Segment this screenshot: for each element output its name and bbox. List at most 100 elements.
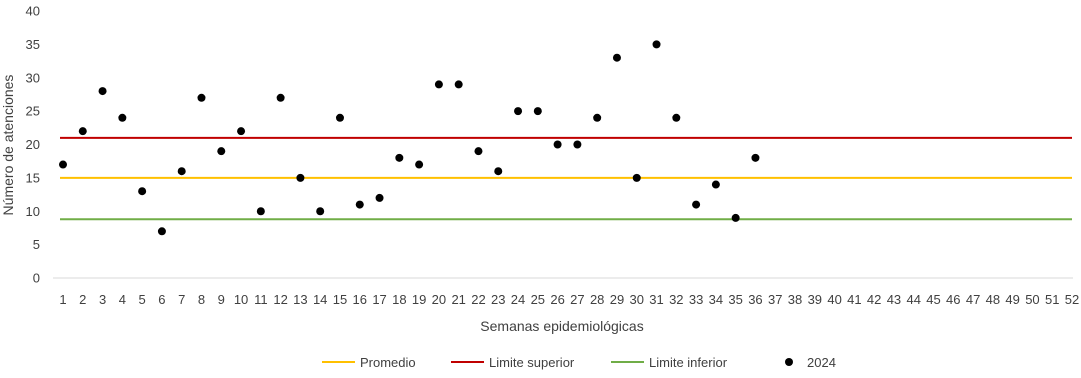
y-tick-label: 30	[26, 70, 40, 85]
data-point	[276, 93, 285, 102]
x-tick-label: 29	[610, 292, 624, 307]
data-point	[138, 187, 147, 196]
x-tick-label: 50	[1025, 292, 1039, 307]
x-tick-label: 7	[178, 292, 185, 307]
data-point	[612, 53, 621, 62]
data-point	[217, 147, 226, 156]
data-point	[514, 107, 523, 116]
data-point	[573, 140, 582, 149]
data-point	[474, 147, 483, 156]
data-point	[652, 40, 661, 49]
data-point	[632, 173, 641, 182]
x-tick-label: 52	[1065, 292, 1079, 307]
x-tick-label: 30	[630, 292, 644, 307]
legend-label-limite-superior: Limite superior	[489, 355, 575, 370]
x-tick-label: 16	[353, 292, 367, 307]
data-point	[355, 200, 364, 209]
legend-swatch-2024	[785, 358, 793, 366]
data-point	[59, 160, 67, 169]
x-tick-label: 8	[198, 292, 205, 307]
data-point	[593, 113, 602, 122]
data-point	[237, 127, 246, 136]
x-tick-label: 45	[926, 292, 940, 307]
x-tick-label: 42	[867, 292, 881, 307]
data-point	[731, 213, 740, 222]
y-tick-label: 40	[26, 4, 40, 19]
data-point	[157, 227, 166, 236]
x-tick-label: 36	[748, 292, 762, 307]
x-tick-label: 15	[333, 292, 347, 307]
x-tick-label: 25	[531, 292, 545, 307]
x-tick-label: 33	[689, 292, 703, 307]
x-tick-label: 11	[254, 292, 268, 307]
data-point	[177, 167, 186, 176]
x-tick-label: 37	[768, 292, 782, 307]
data-point	[118, 113, 127, 122]
x-tick-label: 46	[946, 292, 960, 307]
x-tick-label: 17	[372, 292, 386, 307]
data-point	[751, 153, 760, 162]
data-point	[415, 160, 424, 169]
y-tick-label: 20	[26, 137, 40, 152]
y-axis-ticks: 0 5 10 15 20 25 30 35 40	[26, 4, 40, 286]
data-point	[98, 87, 107, 96]
data-point	[672, 113, 681, 122]
x-tick-label: 49	[1005, 292, 1019, 307]
x-tick-label: 9	[218, 292, 225, 307]
data-point	[553, 140, 562, 149]
x-tick-label: 10	[234, 292, 248, 307]
data-point	[692, 200, 701, 209]
scatter-points	[59, 40, 760, 236]
data-point	[256, 207, 265, 216]
y-tick-label: 5	[33, 237, 40, 252]
x-tick-label: 31	[649, 292, 663, 307]
y-axis-title: Número de atenciones	[0, 75, 16, 216]
x-tick-label: 13	[293, 292, 307, 307]
data-point	[296, 173, 305, 182]
x-axis-ticks: 1 2 3 4 5 6 7 8 9 10 11 12 13 14 15 16 17 18 19 20 21 22 23 24 2…	[59, 292, 1079, 307]
x-tick-label: 28	[590, 292, 604, 307]
x-tick-label: 19	[412, 292, 426, 307]
data-point	[316, 207, 325, 216]
x-tick-label: 6	[158, 292, 165, 307]
legend-label-2024: 2024	[807, 355, 836, 370]
data-point	[335, 113, 344, 122]
x-tick-label: 24	[511, 292, 525, 307]
legend: Promedio Limite superior Limite inferior 20…	[322, 355, 836, 370]
x-tick-label: 22	[471, 292, 485, 307]
data-point	[711, 180, 720, 189]
x-tick-label: 43	[887, 292, 901, 307]
data-point	[197, 93, 206, 102]
x-tick-label: 12	[273, 292, 287, 307]
data-point	[494, 167, 503, 176]
data-point	[78, 127, 87, 136]
y-tick-label: 25	[26, 104, 40, 119]
x-tick-label: 48	[986, 292, 1000, 307]
y-tick-label: 35	[26, 37, 40, 52]
y-tick-label: 15	[26, 170, 40, 185]
x-tick-label: 5	[139, 292, 146, 307]
x-tick-label: 18	[392, 292, 406, 307]
x-tick-label: 26	[550, 292, 564, 307]
x-tick-label: 44	[906, 292, 920, 307]
x-tick-label: 41	[847, 292, 861, 307]
x-tick-label: 38	[788, 292, 802, 307]
reference-lines	[60, 136, 1072, 221]
legend-label-promedio: Promedio	[360, 355, 416, 370]
x-tick-label: 3	[99, 292, 106, 307]
x-tick-label: 23	[491, 292, 505, 307]
x-tick-label: 32	[669, 292, 683, 307]
x-tick-label: 2	[79, 292, 86, 307]
x-tick-label: 20	[432, 292, 446, 307]
data-point	[454, 80, 463, 89]
x-tick-label: 1	[59, 292, 66, 307]
x-tick-label: 51	[1045, 292, 1059, 307]
x-tick-label: 14	[313, 292, 327, 307]
x-axis-title: Semanas epidemiológicas	[480, 318, 643, 334]
x-tick-label: 47	[966, 292, 980, 307]
x-tick-label: 27	[570, 292, 584, 307]
y-tick-label: 0	[33, 271, 40, 286]
x-tick-label: 4	[119, 292, 126, 307]
x-tick-label: 35	[728, 292, 742, 307]
